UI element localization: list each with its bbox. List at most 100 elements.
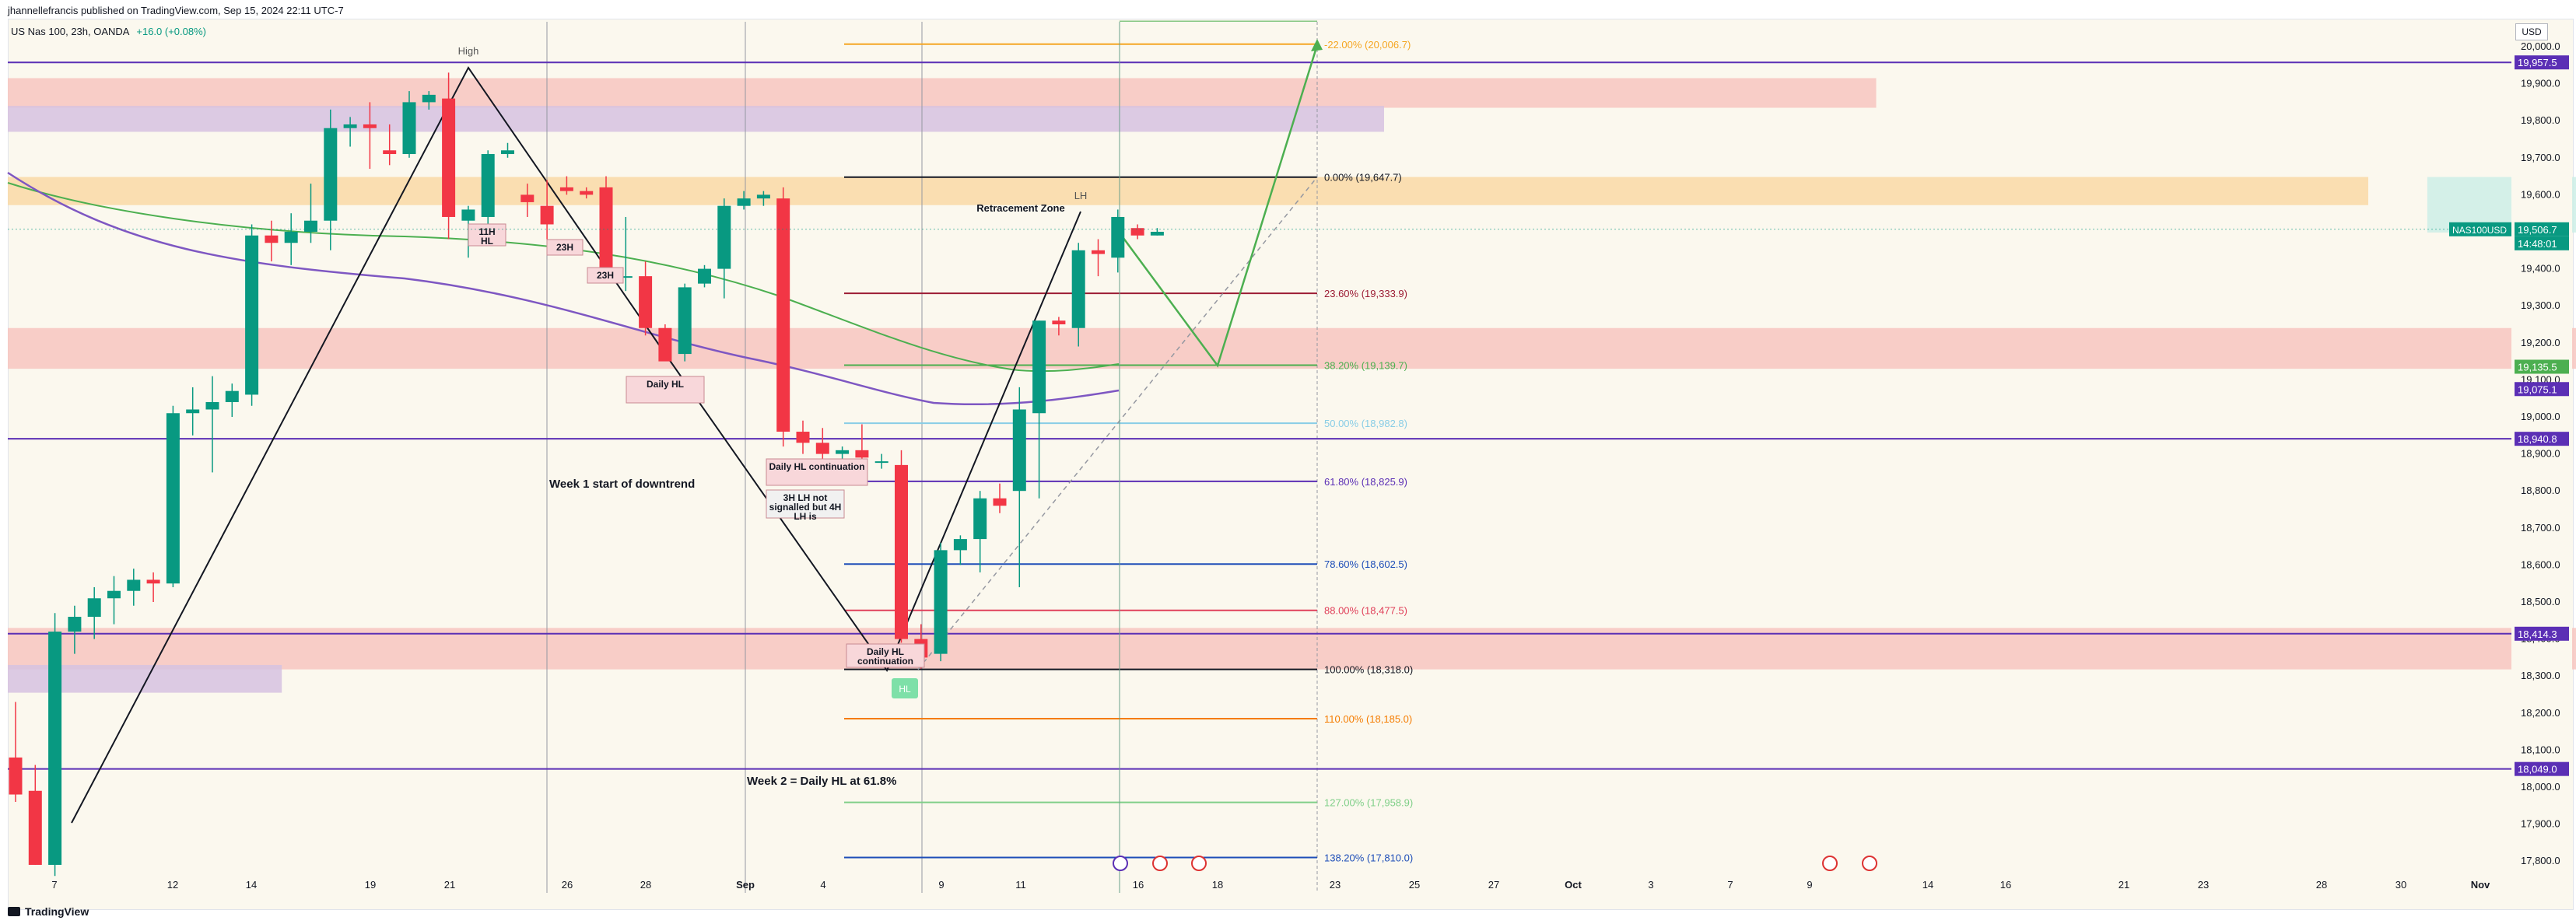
candle-body: [1130, 228, 1144, 236]
retracement-zone-label: Retracement Zone: [976, 202, 1064, 214]
candle-body: [186, 409, 200, 414]
y-tick: 20,000.0: [2521, 40, 2560, 52]
price-axis-bg: [2511, 22, 2572, 893]
fibonacci-layer: -22.00% (20,006.7) 0.00% (19,647.7) 23.60%…: [844, 39, 1413, 863]
x-tick: 27: [1488, 879, 1499, 891]
candle-body: [776, 198, 790, 432]
price-tag-1-value: 19,135.5: [2518, 362, 2557, 373]
week2-label: Week 2 = Daily HL at 61.8%: [747, 775, 896, 788]
note-3h-text-2: LH is: [794, 511, 817, 522]
x-tick: 23: [1330, 879, 1341, 891]
candle-body: [678, 287, 692, 355]
zone-upper-supply-zone-purple: [8, 106, 1384, 132]
currency-selector[interactable]: USD: [2515, 23, 2548, 40]
y-tick: 18,900.0: [2521, 448, 2560, 460]
high-label: High: [458, 45, 479, 57]
candle-body: [1052, 320, 1066, 324]
top-range-line: [1120, 20, 1317, 22]
candle-body: [1012, 409, 1026, 492]
note-3h-text-0: 3H LH not: [783, 492, 828, 503]
fib-label-0: -22.00% (20,006.7): [1324, 39, 1411, 51]
x-tick: 30: [2396, 879, 2406, 891]
candle-body: [540, 205, 554, 225]
candle-body: [580, 191, 594, 195]
chart-frame[interactable]: [8, 19, 2574, 910]
candle-body: [166, 413, 180, 584]
x-tick: 18: [1212, 879, 1223, 891]
candle-body: [796, 432, 810, 443]
time-axis-layer: 7 12 14 19 21 26 28 Sep 4 9 11 16 18 23 25 27 Oct 3 7 9 14 16…: [51, 879, 2490, 891]
x-tick: 28: [2316, 879, 2327, 891]
ma-purple: [7, 171, 1120, 406]
x-tick: 12: [167, 879, 178, 891]
x-tick: Nov: [2471, 879, 2490, 891]
candle-body: [619, 276, 633, 278]
y-tick: 18,200.0: [2521, 707, 2560, 719]
price-tag-2-value: 19,075.1: [2518, 383, 2557, 395]
candle-body: [953, 539, 967, 551]
candle-body: [698, 268, 711, 284]
daily-hl-box: [626, 376, 705, 404]
candle-body: [383, 150, 397, 155]
candle-body: [442, 98, 456, 217]
candle-body: [68, 617, 82, 632]
level-tag-3-value: 18,049.0: [2518, 764, 2557, 775]
x-tick: Oct: [1565, 879, 1582, 891]
level-tag-2-bg: [2515, 626, 2569, 641]
candle-body: [461, 209, 475, 221]
event-icon-4: [1862, 856, 1877, 871]
publisher-line: jhannellefrancis published on TradingVie…: [8, 5, 344, 16]
y-tick: 19,800.0: [2521, 114, 2560, 126]
candle-body: [559, 187, 573, 191]
y-tick: 19,200.0: [2521, 337, 2560, 348]
candle-body: [265, 235, 279, 243]
tradingview-brand: TradingView: [8, 905, 89, 918]
x-tick: 26: [562, 879, 573, 891]
y-tick: 17,900.0: [2521, 818, 2560, 830]
label-23h-b-box: [587, 267, 624, 284]
projected-path-arrowhead: [1311, 39, 1323, 51]
daily-hl-continuation-box: [766, 458, 868, 486]
candle-body: [934, 550, 948, 654]
daily-hl-continuation-text-0: Daily HL continuation: [769, 461, 864, 472]
zone-orange-resistance-zone: [8, 177, 2368, 205]
fib-label-3: 38.20% (19,139.7): [1324, 360, 1407, 372]
label-23h-b-text-0: 23H: [597, 270, 614, 281]
x-tick: 23: [2198, 879, 2209, 891]
event-icon-0: [1113, 856, 1128, 871]
x-tick: 19: [365, 879, 376, 891]
candle-body: [1111, 216, 1125, 258]
y-tick: 17,800.0: [2521, 855, 2560, 866]
x-tick: Sep: [736, 879, 755, 891]
event-icon-1: [1152, 856, 1168, 871]
y-tick: 18,700.0: [2521, 522, 2560, 534]
candle-body: [324, 128, 338, 221]
level-tag-1-bg: [2515, 432, 2569, 446]
level-tag-3-bg: [2515, 761, 2569, 776]
x-tick: 7: [1727, 879, 1733, 891]
fib-label-9: 110.00% (18,185.0): [1324, 713, 1412, 725]
grid-layer: [546, 22, 1318, 893]
countdown-value: 14:48:01: [2518, 238, 2557, 250]
candle-body: [1032, 320, 1046, 414]
candle-body: [107, 590, 121, 599]
x-tick: 16: [2000, 879, 2011, 891]
x-tick: 3: [1648, 879, 1653, 891]
candle-body: [304, 220, 317, 232]
horizontal-levels-layer: [8, 61, 2511, 770]
candle-body: [28, 790, 42, 865]
symbol-legend[interactable]: US Nas 100, 23h, OANDA +16.0 (+0.08%): [11, 26, 206, 37]
zones-layer: [8, 78, 2576, 693]
x-tick: 14: [246, 879, 257, 891]
candle-body: [481, 154, 495, 217]
y-tick: 18,300.0: [2521, 670, 2560, 681]
candle-body: [284, 232, 298, 243]
daily-hl-cont-short-text-1: continuation: [857, 656, 913, 667]
candle-body: [205, 401, 219, 410]
symbol-change: +16.0 (+0.08%): [136, 26, 206, 37]
zone-mid-demand-zone: [8, 327, 2576, 369]
x-tick: 21: [444, 879, 455, 891]
candle-body: [993, 498, 1007, 506]
